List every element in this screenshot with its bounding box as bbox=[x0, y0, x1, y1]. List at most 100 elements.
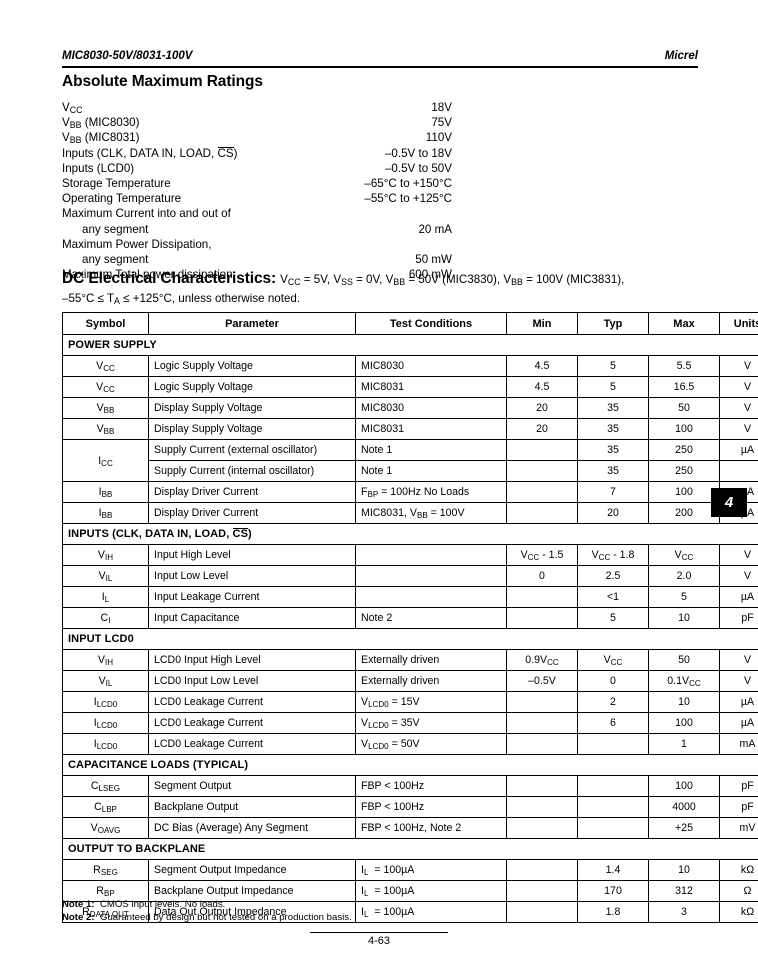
brand-logo: Micrel bbox=[664, 50, 698, 62]
cell-parameter: LCD0 Input High Level bbox=[148, 649, 356, 671]
cell-test-conditions: FBP < 100Hz, Note 2 bbox=[355, 817, 507, 839]
cell-units: V bbox=[719, 544, 758, 566]
cell-typ: VCC bbox=[577, 649, 649, 671]
cell-max: 50 bbox=[648, 649, 720, 671]
column-header-typ: Typ bbox=[577, 312, 649, 335]
cell-parameter: Segment Output bbox=[148, 775, 356, 797]
column-header-parameter: Parameter bbox=[148, 312, 356, 335]
cell-parameter: Display Driver Current bbox=[148, 502, 356, 524]
cell-min bbox=[506, 796, 578, 818]
cell-max: 250 bbox=[648, 460, 720, 482]
dc-characteristics-table: Symbol Parameter Test Conditions Min Typ… bbox=[62, 312, 758, 923]
cell-test-conditions bbox=[355, 544, 507, 566]
rating-label: Maximum Power Dissipation, bbox=[62, 237, 212, 251]
cell-min bbox=[506, 859, 578, 881]
cell-min: 0 bbox=[506, 565, 578, 587]
cell-symbol: RSEG bbox=[62, 859, 149, 881]
cell-symbol: VIH bbox=[62, 649, 149, 671]
table-row: CI Input Capacitance Note 2 5 10 pF bbox=[62, 607, 758, 629]
header-rule bbox=[62, 66, 698, 68]
cell-typ bbox=[577, 817, 649, 839]
cell-parameter: Supply Current (internal oscillator) bbox=[148, 460, 356, 482]
dc-conditions-line-2: –55°C ≤ TA ≤ +125°C, unless otherwise no… bbox=[62, 292, 301, 306]
cell-test-conditions: VLCD0 = 50V bbox=[355, 733, 507, 755]
cell-max: 2.0 bbox=[648, 565, 720, 587]
rating-row: Operating Temperature –55°C to +125°C bbox=[62, 191, 452, 206]
cell-units: kΩ bbox=[719, 901, 758, 923]
table-row: RDATA OUT Data Out Output Impedance IL = 1… bbox=[62, 901, 758, 923]
cell-parameter: DC Bias (Average) Any Segment bbox=[148, 817, 356, 839]
table-body: POWER SUPPLY VCC Logic Supply Voltage MIC80… bbox=[62, 334, 758, 923]
rating-row: any segment 20 mA bbox=[62, 222, 452, 237]
rating-row: VBB (MIC8030) 75V bbox=[62, 115, 452, 130]
table-row: VIL Input Low Level 0 2.5 2.0 V bbox=[62, 565, 758, 587]
cell-units bbox=[719, 460, 758, 482]
cell-parameter: Backplane Output bbox=[148, 796, 356, 818]
cell-units: pF bbox=[719, 796, 758, 818]
group-label: CAPACITANCE LOADS (TYPICAL) bbox=[62, 754, 758, 776]
cell-max: 312 bbox=[648, 880, 720, 902]
cell-test-conditions bbox=[355, 586, 507, 608]
table-row: IL Input Leakage Current <1 5 µA bbox=[62, 586, 758, 608]
table-row: VBB Display Supply Voltage MIC8030 20 35 50 V bbox=[62, 397, 758, 419]
rating-value: 20 mA bbox=[418, 222, 452, 236]
cell-test-conditions: Note 1 bbox=[355, 439, 507, 461]
column-header-test-conditions: Test Conditions bbox=[355, 312, 507, 335]
cell-max: 16.5 bbox=[648, 376, 720, 398]
cell-test-conditions: VLCD0 = 15V bbox=[355, 691, 507, 713]
cell-typ: 5 bbox=[577, 376, 649, 398]
cell-max: 10 bbox=[648, 859, 720, 881]
cell-min bbox=[506, 775, 578, 797]
cell-typ: 1.8 bbox=[577, 901, 649, 923]
cell-test-conditions: MIC8031 bbox=[355, 418, 507, 440]
table-group-row: INPUTS (CLK, DATA IN, LOAD, CS) bbox=[62, 523, 758, 545]
cell-test-conditions: Externally driven bbox=[355, 649, 507, 671]
cell-symbol: VBB bbox=[62, 418, 149, 440]
rating-row: VCC 18V bbox=[62, 100, 452, 115]
cell-min: 4.5 bbox=[506, 355, 578, 377]
cell-max: +25 bbox=[648, 817, 720, 839]
group-label: INPUTS (CLK, DATA IN, LOAD, CS) bbox=[62, 523, 758, 545]
cell-min: VCC - 1.5 bbox=[506, 544, 578, 566]
rating-label: any segment bbox=[82, 253, 149, 267]
cell-min bbox=[506, 901, 578, 923]
cell-symbol: ILCD0 bbox=[62, 733, 149, 755]
cell-max: 250 bbox=[648, 439, 720, 461]
cell-parameter: Logic Supply Voltage bbox=[148, 355, 356, 377]
cell-symbol: ILCD0 bbox=[62, 712, 149, 734]
note-label: Note 1: bbox=[62, 899, 95, 910]
cell-test-conditions: IL = 100µA bbox=[355, 880, 507, 902]
note-text: CMOS input levels. No loads. bbox=[100, 899, 226, 910]
cell-units: µA bbox=[719, 439, 758, 461]
table-row: IBB Display Driver Current FBP = 100Hz No … bbox=[62, 481, 758, 503]
table-row: ICC Supply Current (external oscillator) N… bbox=[62, 439, 758, 482]
cell-parameter: LCD0 Leakage Current bbox=[148, 712, 356, 734]
cell-max: 100 bbox=[648, 712, 720, 734]
cell-max: 1 bbox=[648, 733, 720, 755]
table-group-row: INPUT LCD0 bbox=[62, 628, 758, 650]
rating-label: VCC bbox=[62, 101, 83, 115]
note-text: Guaranteed by design but not tested on a… bbox=[100, 911, 352, 923]
cell-parameter: Display Driver Current bbox=[148, 481, 356, 503]
cell-min bbox=[506, 439, 578, 461]
cell-parameter: Input High Level bbox=[148, 544, 356, 566]
rating-value: –55°C to +125°C bbox=[364, 192, 452, 206]
footer-rule bbox=[310, 932, 448, 934]
cell-max: 10 bbox=[648, 607, 720, 629]
cell-typ bbox=[577, 733, 649, 755]
rating-row: Maximum Current into and out of bbox=[62, 206, 452, 221]
cell-units: µA bbox=[719, 712, 758, 734]
cell-symbol: VOAVG bbox=[62, 817, 149, 839]
cell-parameter: LCD0 Input Low Level bbox=[148, 670, 356, 692]
cell-typ: 2.5 bbox=[577, 565, 649, 587]
cell-min: 20 bbox=[506, 397, 578, 419]
cell-max: 5 bbox=[648, 586, 720, 608]
rating-row: VBB (MIC8031) 110V bbox=[62, 130, 452, 145]
cell-parameter: Segment Output Impedance bbox=[148, 859, 356, 881]
cell-symbol: IBB bbox=[62, 502, 149, 524]
cell-symbol: ILCD0 bbox=[62, 691, 149, 713]
cell-typ: 2 bbox=[577, 691, 649, 713]
rating-row: Inputs (LCD0) –0.5V to 50V bbox=[62, 161, 452, 176]
rating-row: Maximum Total power dissipation 600 mW bbox=[62, 267, 452, 282]
